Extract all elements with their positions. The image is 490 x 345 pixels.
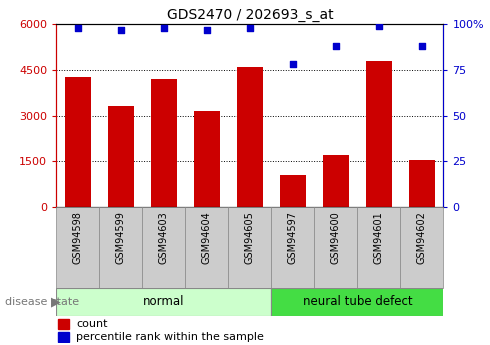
Text: count: count [76,319,108,329]
Text: GSM94598: GSM94598 [73,211,83,264]
FancyBboxPatch shape [315,207,357,288]
Point [289,62,297,67]
Bar [280,175,306,207]
Text: normal: normal [143,295,185,308]
Text: GSM94600: GSM94600 [331,211,341,264]
FancyBboxPatch shape [56,288,271,316]
Text: GSM94599: GSM94599 [116,211,126,264]
FancyBboxPatch shape [271,288,443,316]
Text: GSM94604: GSM94604 [202,211,212,264]
Bar [323,155,349,207]
Point [74,25,82,31]
Bar [151,79,177,207]
Point [160,25,168,31]
FancyBboxPatch shape [228,207,271,288]
Text: GSM94603: GSM94603 [159,211,169,264]
FancyBboxPatch shape [99,207,143,288]
Point [246,25,254,31]
Bar [409,160,435,207]
Text: GSM94602: GSM94602 [417,211,427,264]
Bar [194,111,220,207]
Bar [237,67,263,207]
Bar [108,106,134,207]
Bar [58,319,69,329]
Text: neural tube defect: neural tube defect [303,295,412,308]
Bar [366,61,392,207]
Text: ▶: ▶ [50,295,60,308]
Point [117,27,125,32]
Text: percentile rank within the sample: percentile rank within the sample [76,332,264,342]
Point [332,43,340,49]
FancyBboxPatch shape [56,207,99,288]
Title: GDS2470 / 202693_s_at: GDS2470 / 202693_s_at [167,8,333,22]
Text: GSM94597: GSM94597 [288,211,298,264]
Bar [58,332,69,342]
Text: GSM94601: GSM94601 [374,211,384,264]
Point [375,23,383,29]
Point [203,27,211,32]
Text: disease state: disease state [5,297,79,307]
FancyBboxPatch shape [143,207,185,288]
FancyBboxPatch shape [271,207,315,288]
Bar [65,78,91,207]
Point [418,43,426,49]
FancyBboxPatch shape [357,207,400,288]
Text: GSM94605: GSM94605 [245,211,255,264]
FancyBboxPatch shape [400,207,443,288]
FancyBboxPatch shape [185,207,228,288]
